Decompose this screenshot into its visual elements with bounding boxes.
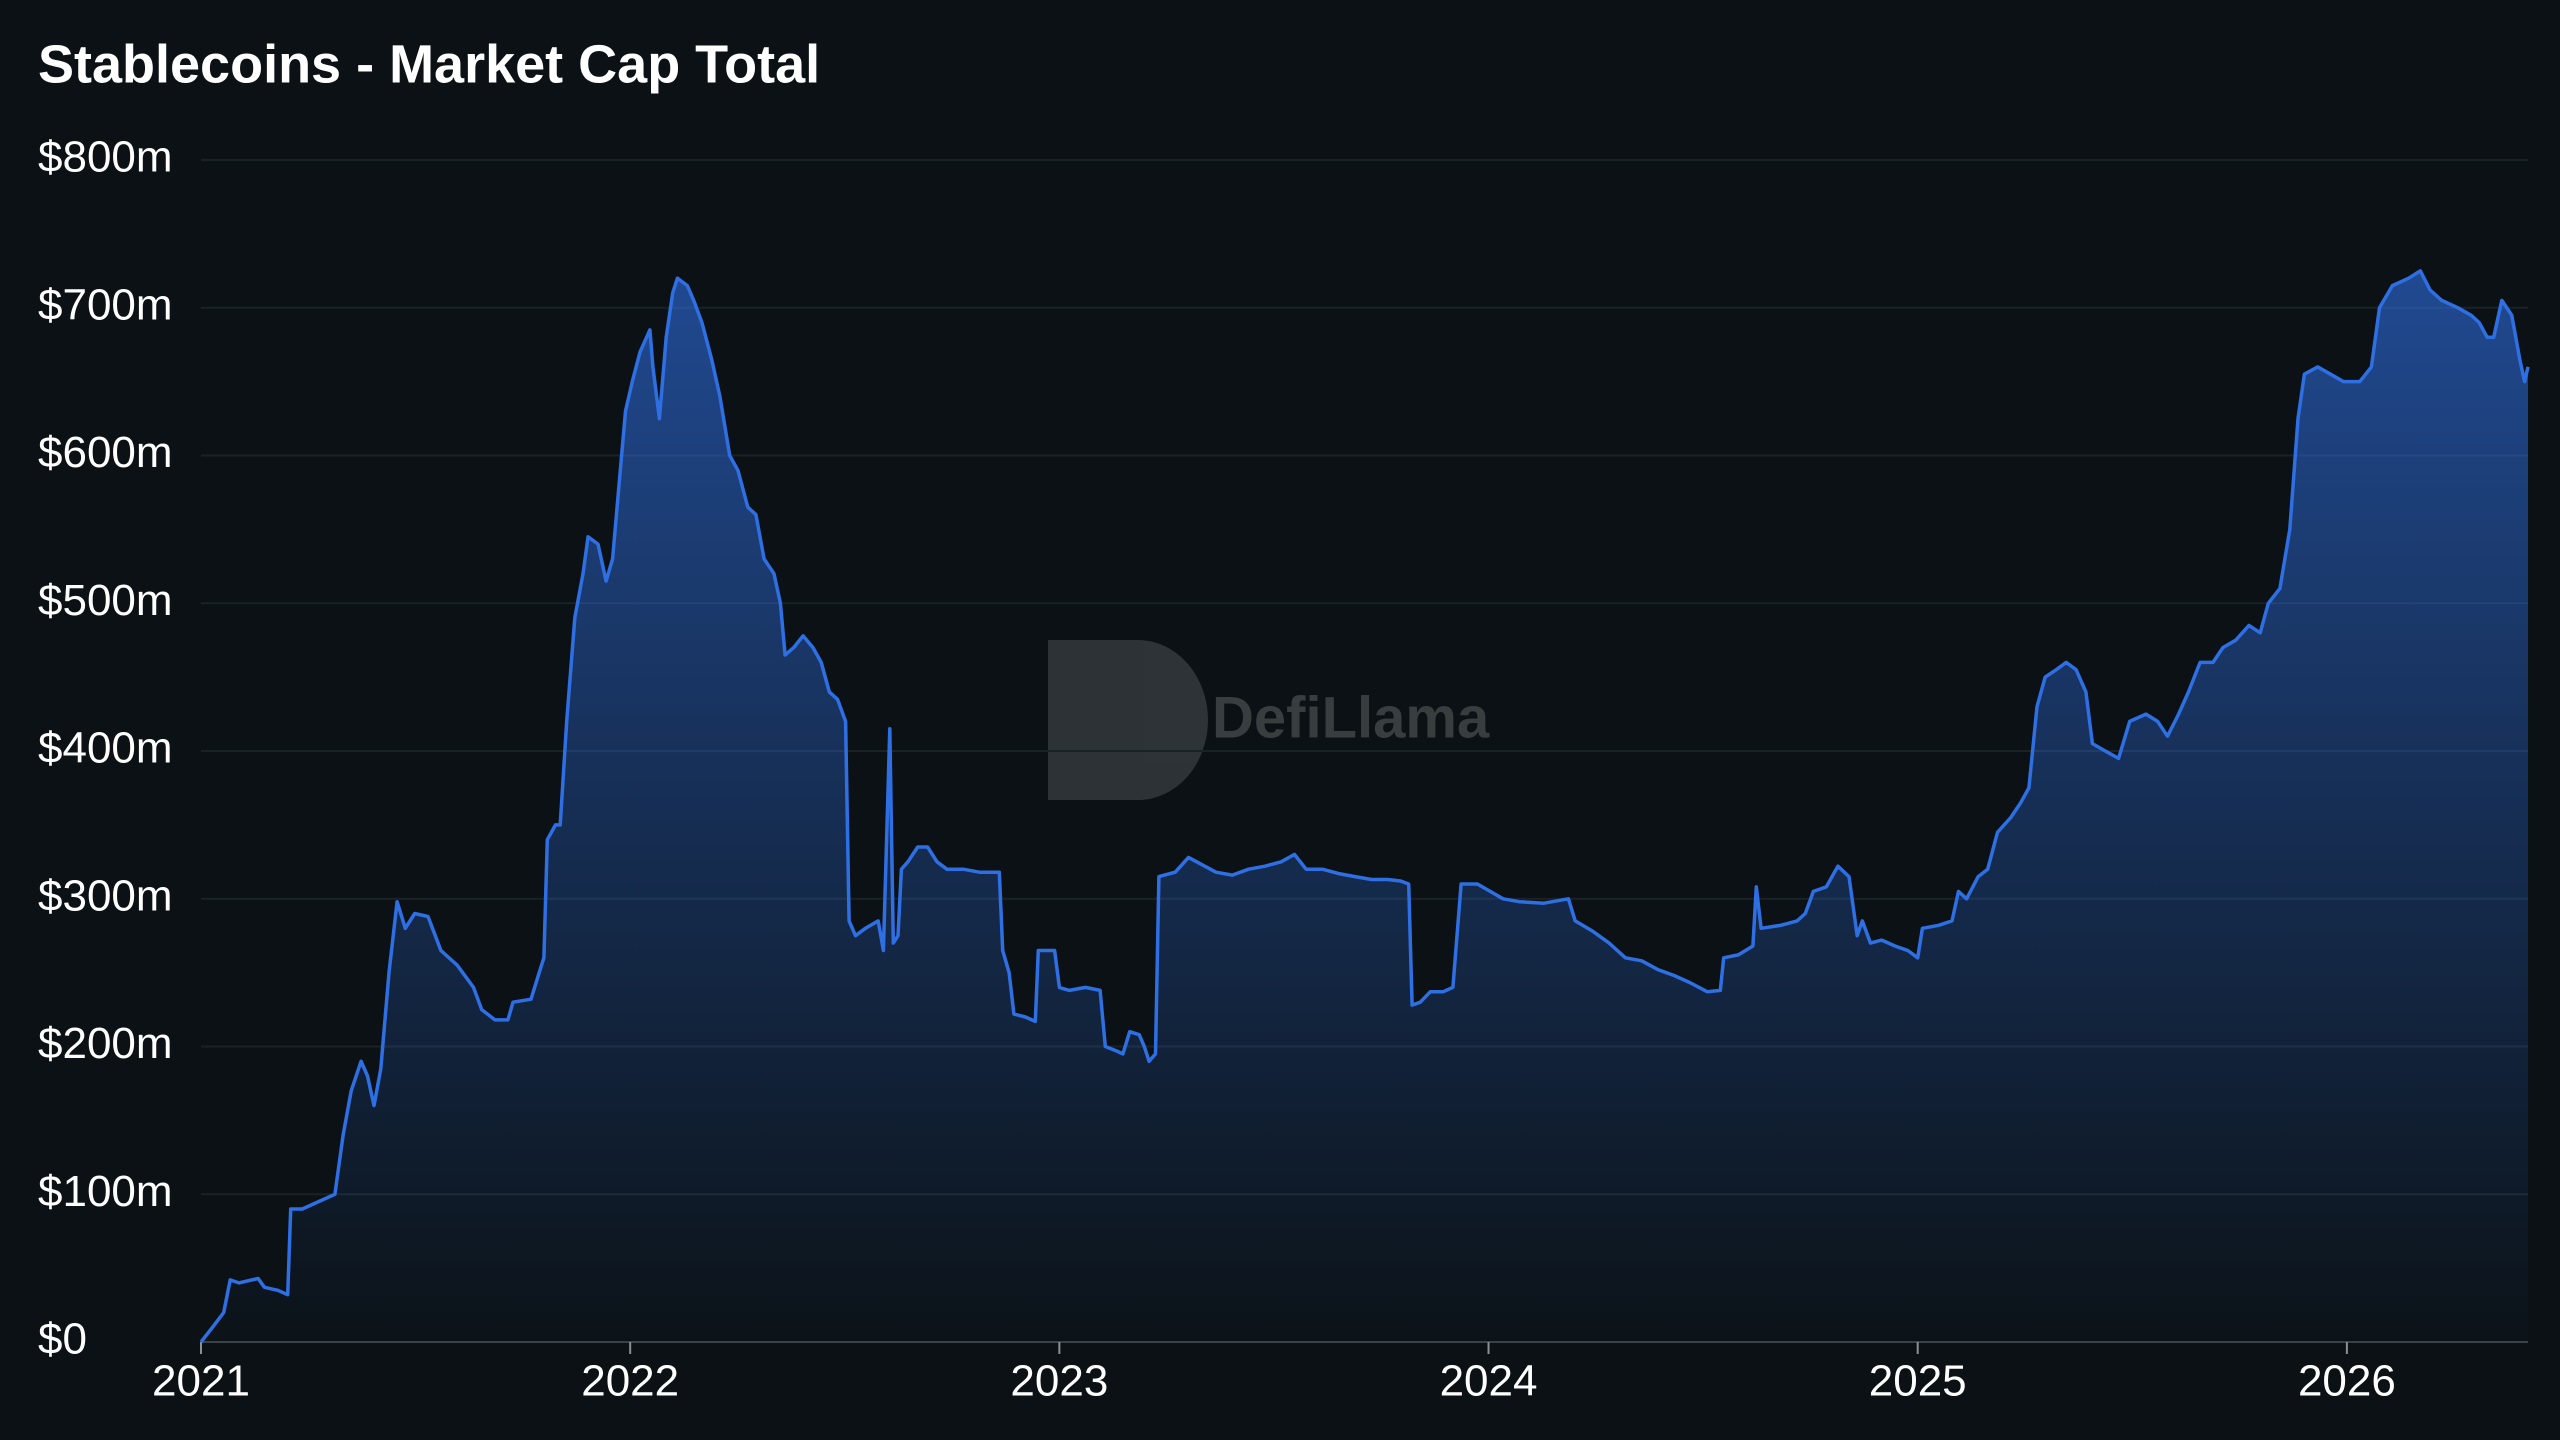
y-tick-label: $0: [38, 1315, 87, 1364]
area-fill: [201, 270, 2528, 1342]
y-tick-label: $100m: [38, 1167, 173, 1216]
x-tick-label: 2023: [1010, 1357, 1108, 1406]
series-line: [199, 269, 2530, 1344]
y-tick-label: $400m: [38, 724, 173, 773]
y-tick-label: $200m: [38, 1019, 173, 1068]
y-tick-label: $700m: [38, 280, 173, 329]
watermark-text: DefiLlama: [1212, 685, 1490, 750]
x-tick-label: 2021: [152, 1357, 250, 1406]
watermark-logo: [1048, 640, 1208, 800]
x-tick-label: 2026: [2298, 1357, 2396, 1406]
y-tick-label: $300m: [38, 871, 173, 920]
watermark: DefiLlama: [1048, 640, 1490, 800]
x-tick-label: 2022: [581, 1357, 679, 1406]
y-tick-label: $500m: [38, 576, 173, 625]
x-tick-label: 2025: [1869, 1357, 1967, 1406]
y-tick-label: $800m: [38, 133, 173, 182]
x-tick-label: 2024: [1440, 1357, 1538, 1406]
chart-title: Stablecoins - Market Cap Total: [38, 34, 820, 94]
y-tick-label: $600m: [38, 428, 173, 477]
